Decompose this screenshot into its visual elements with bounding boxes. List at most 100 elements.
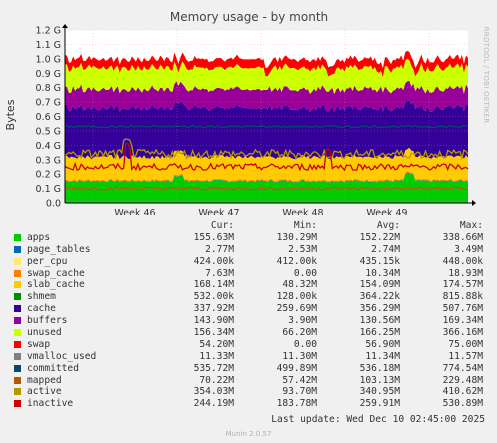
legend-avg: 103.13M [359, 374, 400, 386]
legend-max: 229.48M [442, 374, 483, 386]
legend-swatch [14, 352, 21, 360]
legend-cur: 2.77M [205, 243, 234, 255]
area-buffers [65, 80, 468, 113]
y-tick-label: 0.2 G [36, 170, 62, 181]
y-tick-label: 0.3 G [36, 155, 62, 166]
y-tick-label: 0.7 G [36, 98, 62, 109]
legend-swatch [14, 340, 21, 348]
legend-max: 3.49M [454, 243, 483, 255]
legend-row: apps 155.63M 130.29M 152.22M 338.66M [12, 232, 487, 244]
legend-name: swap_cache [27, 267, 85, 279]
legend-swatch [14, 388, 21, 396]
legend-row: cache 337.92M 259.69M 356.29M 507.76M [12, 303, 487, 315]
x-tick-label: Week 49 [366, 208, 407, 215]
legend-min: 499.89M [276, 362, 317, 374]
legend-swatch [14, 245, 21, 253]
legend-row: unused 156.34M 66.20M 166.25M 366.16M [12, 327, 487, 339]
legend-swatch [14, 400, 21, 408]
legend-name: per_cpu [27, 255, 68, 267]
legend-min: 11.30M [282, 350, 317, 362]
legend-cur: 337.92M [193, 303, 234, 315]
y-tick-label: 0.8 G [36, 83, 62, 94]
legend-swatch [14, 257, 21, 265]
area-cache [65, 100, 468, 160]
legend-swatch [14, 293, 21, 301]
legend-row: committed 535.72M 499.89M 536.18M 774.54M [12, 363, 487, 375]
legend-name: page_tables [27, 243, 91, 255]
col-min: Min: [293, 220, 317, 231]
legend-swatch [14, 376, 21, 384]
legend-row: buffers 143.90M 3.90M 130.56M 169.34M [12, 315, 487, 327]
area-swap_cache [65, 171, 468, 183]
legend-swatch [14, 364, 21, 372]
y-axis-arrow [62, 24, 68, 28]
line-active [64, 138, 469, 161]
legend-avg: 364.22k [359, 291, 400, 303]
legend-min: 130.29M [276, 231, 317, 243]
legend-swatch [14, 305, 21, 313]
legend-row: active 354.03M 93.70M 340.95M 410.62M [12, 386, 487, 398]
legend-avg: 536.18M [359, 362, 400, 374]
legend-row: slab_cache 168.14M 48.32M 154.09M 174.57M [12, 279, 487, 291]
legend-name: committed [27, 362, 79, 374]
legend-name: slab_cache [27, 279, 85, 291]
legend-name: apps [27, 231, 51, 243]
col-cur: Cur: [210, 220, 234, 231]
legend-name: inactive [27, 398, 74, 410]
legend-cur: 143.90M [193, 315, 234, 327]
legend-max: 507.76M [442, 303, 483, 315]
y-tick-label: 1.2 G [36, 26, 62, 37]
legend-avg: 356.29M [359, 303, 400, 315]
y-tick-label: 0.1 G [36, 184, 62, 195]
legend-max: 11.57M [448, 350, 483, 362]
legend-row: inactive 244.19M 183.78M 259.91M 530.89M [12, 398, 487, 410]
legend-max: 169.34M [442, 315, 483, 327]
legend-cur: 11.33M [199, 350, 234, 362]
legend-cur: 244.19M [193, 398, 234, 410]
chart-title: Memory usage - by month [170, 10, 328, 24]
legend-max: 338.66M [442, 231, 483, 243]
legend-min: 0.00 [293, 338, 317, 350]
munin-version: Munin 2.0.57 [225, 430, 272, 438]
legend-avg: 56.90M [365, 338, 400, 350]
legend-avg: 10.34M [365, 267, 400, 279]
legend-min: 412.00k [276, 255, 317, 267]
legend-avg: 11.34M [365, 350, 400, 362]
legend-min: 128.00k [276, 291, 317, 303]
legend-swatch [14, 281, 21, 289]
legend-min: 57.42M [282, 374, 317, 386]
legend-row: swap 54.20M 0.00 56.90M 75.00M [12, 339, 487, 351]
area-unused [65, 58, 468, 95]
y-tick-label: 1.1 G [36, 40, 62, 51]
legend-max: 410.62M [442, 386, 483, 398]
last-update: Last update: Wed Dec 10 02:45:00 2025 [271, 414, 485, 425]
legend-avg: 152.22M [359, 231, 400, 243]
legend-name: unused [27, 327, 62, 339]
legend-name: cache [27, 303, 56, 315]
legend-min: 93.70M [282, 386, 317, 398]
legend-name: buffers [27, 315, 68, 327]
legend-avg: 130.56M [359, 315, 400, 327]
legend-cur: 535.72M [193, 362, 234, 374]
line-inactive [64, 142, 469, 172]
legend-name: shmem [27, 291, 56, 303]
legend-swatch [14, 269, 21, 277]
y-tick-label: 0.0 [46, 199, 61, 210]
legend-name: mapped [27, 374, 62, 386]
legend-min: 2.53M [288, 243, 317, 255]
legend-avg: 259.91M [359, 398, 400, 410]
y-axis-ticks: 0.0 0.1 G 0.2 G 0.3 G 0.4 G 0.5 G 0.6 G 0.7 G 0.… [36, 26, 62, 210]
area-slab_cache [65, 147, 468, 182]
col-avg: Avg: [376, 220, 400, 231]
legend-max: 174.57M [442, 279, 483, 291]
legend-min: 183.78M [276, 398, 317, 410]
rrdtool-credit: RRDTOOL / TOBI OETIKER [482, 27, 490, 124]
legend-cur: 156.34M [193, 327, 234, 339]
legend-cur: 354.03M [193, 386, 234, 398]
legend-name: swap [27, 338, 51, 350]
memory-chart: Memory usage - by month Bytes RRDTOOL / … [4, 10, 490, 215]
legend-avg: 166.25M [359, 327, 400, 339]
x-axis-ticks: Week 46 Week 47 Week 48 Week 49 [114, 208, 407, 215]
y-tick-label: 1.0 G [36, 54, 62, 65]
x-tick-label: Week 46 [114, 208, 155, 215]
